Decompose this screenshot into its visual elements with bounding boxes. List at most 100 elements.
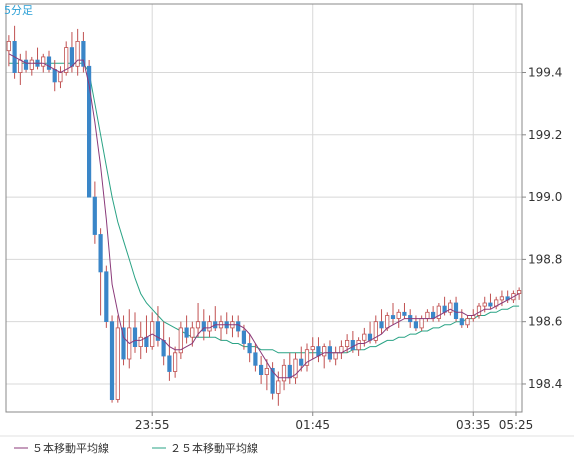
candle bbox=[167, 337, 172, 381]
candle-body bbox=[482, 302, 487, 307]
x-tick-label: 23:55 bbox=[135, 418, 170, 432]
candle bbox=[98, 228, 103, 316]
candle-body bbox=[121, 327, 126, 360]
grid bbox=[6, 4, 522, 412]
candle-body bbox=[390, 315, 396, 319]
candle-body bbox=[287, 364, 292, 379]
candle-body bbox=[29, 59, 34, 70]
candle bbox=[476, 302, 482, 319]
candle-body bbox=[23, 59, 29, 70]
candle bbox=[18, 53, 23, 85]
y-tick-label: 199.2 bbox=[528, 128, 562, 142]
candle-body bbox=[81, 41, 86, 67]
candle bbox=[430, 306, 436, 322]
candle bbox=[230, 315, 235, 338]
candle-body bbox=[379, 321, 384, 329]
candle-body bbox=[281, 364, 287, 382]
candle-body bbox=[64, 47, 69, 73]
candle bbox=[12, 25, 17, 79]
candle bbox=[390, 302, 396, 325]
candle-body bbox=[184, 327, 189, 338]
candle bbox=[201, 309, 206, 341]
candle-body bbox=[488, 302, 493, 307]
candle bbox=[299, 346, 304, 372]
candle-body bbox=[178, 327, 183, 354]
candle-body bbox=[385, 315, 390, 329]
candle bbox=[218, 315, 224, 341]
candle bbox=[379, 309, 384, 335]
candle-body bbox=[58, 72, 63, 83]
candle-body bbox=[161, 339, 166, 357]
candle bbox=[161, 321, 166, 366]
candle bbox=[253, 343, 258, 372]
candle bbox=[494, 296, 499, 310]
candle bbox=[58, 66, 63, 89]
candle bbox=[281, 359, 287, 391]
candle-body bbox=[270, 367, 275, 394]
ma25-line bbox=[8, 62, 520, 354]
x-tick-label: 03:35 bbox=[456, 418, 491, 432]
candle bbox=[92, 181, 97, 244]
candle-body bbox=[448, 302, 453, 313]
candle bbox=[81, 32, 86, 73]
candle-body bbox=[373, 321, 378, 341]
candle bbox=[465, 315, 470, 328]
candle bbox=[310, 337, 315, 360]
candle bbox=[327, 340, 333, 363]
candle-body bbox=[41, 56, 46, 67]
candle bbox=[115, 315, 120, 403]
candle bbox=[6, 35, 11, 67]
candle-body bbox=[92, 196, 97, 235]
candle-body bbox=[138, 336, 143, 347]
candle bbox=[121, 315, 126, 366]
candle bbox=[178, 321, 183, 360]
candle-body bbox=[316, 346, 321, 357]
candle bbox=[448, 299, 453, 316]
candle-body bbox=[190, 327, 195, 338]
candle-body bbox=[344, 339, 350, 347]
legend-label: ２５本移動平均線 bbox=[170, 441, 258, 455]
candle-body bbox=[155, 321, 160, 341]
candle bbox=[258, 355, 264, 384]
candle-body bbox=[195, 321, 201, 329]
candle-body bbox=[241, 330, 246, 344]
candle bbox=[270, 362, 275, 400]
candle bbox=[425, 309, 430, 322]
candle bbox=[373, 315, 378, 344]
y-tick-label: 198.6 bbox=[528, 315, 562, 329]
candle-body bbox=[276, 380, 281, 394]
candle-body bbox=[396, 311, 401, 319]
candle-body bbox=[172, 352, 178, 372]
candles bbox=[6, 25, 522, 406]
candle bbox=[241, 324, 246, 350]
legend-item: ５本移動平均線 bbox=[14, 441, 109, 455]
candle bbox=[304, 343, 310, 372]
candle-body bbox=[167, 355, 172, 372]
candle bbox=[155, 306, 160, 347]
y-tick-label: 199.4 bbox=[528, 66, 562, 80]
candle-body bbox=[75, 41, 80, 67]
candle bbox=[396, 309, 401, 328]
candle-body bbox=[104, 271, 109, 322]
x-axis-ticks: 23:55 01:45 03:35 05:25 bbox=[135, 412, 533, 432]
candle-body bbox=[293, 358, 298, 379]
candle-body bbox=[517, 290, 522, 294]
candle-body bbox=[333, 352, 338, 360]
candle-body bbox=[499, 296, 505, 301]
candle bbox=[23, 50, 29, 73]
legend-label: ５本移動平均線 bbox=[32, 441, 109, 455]
candle-body bbox=[132, 327, 138, 347]
candle-body bbox=[69, 47, 74, 67]
candle bbox=[293, 352, 298, 384]
y-tick-label: 198.4 bbox=[528, 377, 562, 391]
candle bbox=[322, 343, 327, 369]
candle-body bbox=[322, 346, 327, 357]
candle bbox=[87, 60, 92, 198]
legend-item: ２５本移動平均線 bbox=[152, 441, 258, 455]
candle-body bbox=[350, 339, 355, 351]
candle bbox=[224, 312, 229, 335]
candle bbox=[172, 346, 178, 378]
candle-body bbox=[356, 339, 361, 351]
candle bbox=[316, 337, 321, 363]
